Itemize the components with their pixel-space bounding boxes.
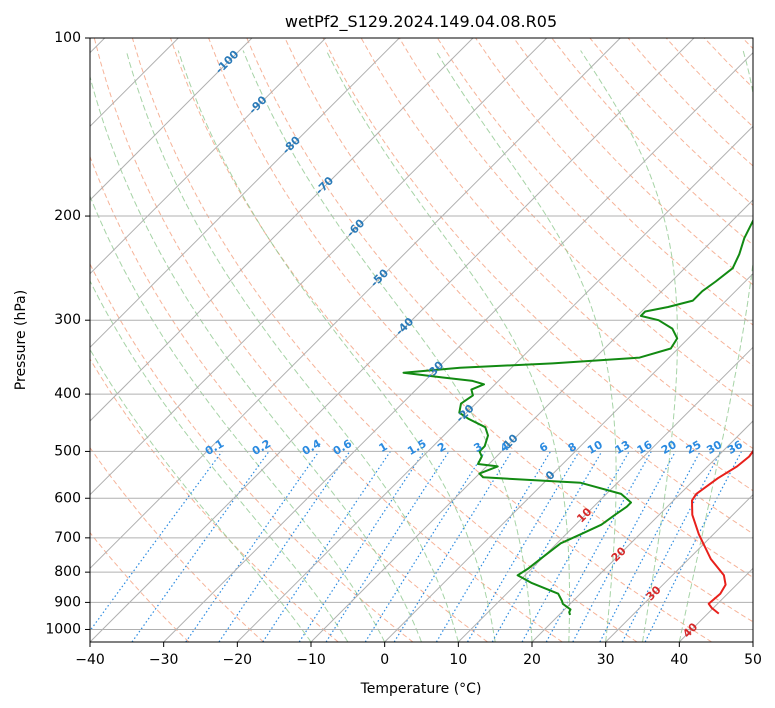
moist-adiabat-line (678, 50, 753, 642)
dry-adiabat-line (170, 38, 712, 642)
isotherm-line (310, 199, 753, 642)
isotherm-line (90, 38, 548, 496)
dry-adiabat-line (131, 38, 638, 642)
isotherm-line (163, 51, 753, 642)
x-axis-label: Temperature (°C) (360, 681, 482, 697)
x-tick-label: 10 (449, 652, 467, 668)
y-tick-label: 300 (54, 312, 81, 328)
x-tick-label: 20 (523, 652, 541, 668)
isotherm-line (384, 272, 753, 642)
x-tick-label: 30 (597, 652, 615, 668)
dry-adiabat-line (90, 446, 264, 642)
mixing-ratio-line (545, 451, 652, 642)
moist-adiabat-line (177, 50, 496, 642)
isotherm-line (90, 38, 253, 201)
x-tick-label: −20 (223, 652, 253, 668)
isotherm-line (90, 38, 400, 349)
dry-adiabat-line (322, 38, 753, 492)
moist-adiabat-line (90, 279, 349, 642)
moist-adiabat-line (242, 50, 533, 642)
mixing-ratio-line (572, 451, 677, 642)
mixing-ratio-line (298, 451, 425, 642)
moist-adiabat-line (90, 74, 422, 642)
mixing-ratio-line (325, 451, 450, 642)
moist-adiabat-line (125, 50, 459, 642)
dry-adiabat-line (90, 358, 339, 642)
y-tick-label: 600 (54, 490, 81, 506)
x-tick-label: −40 (75, 652, 105, 668)
y-tick-label: 800 (54, 564, 81, 580)
plot-frame (89, 37, 754, 643)
isotherm-line (605, 493, 753, 642)
y-tick-label: 500 (54, 443, 81, 459)
x-tick-label: 0 (380, 652, 389, 668)
y-tick-label: 700 (54, 530, 81, 546)
y-axis-label: Pressure (hPa) (13, 290, 29, 390)
y-tick-label: 200 (54, 208, 81, 224)
isotherm-line (90, 38, 327, 275)
chart-title: wetPf2_S129.2024.149.04.08.R05 (285, 12, 557, 32)
moist-adiabat-line (90, 194, 386, 642)
mixing-ratio-line (90, 451, 223, 632)
temperature-profile-line (691, 449, 753, 615)
isotherm-line (90, 38, 621, 570)
isotherm-line (236, 125, 753, 642)
y-tick-label: 900 (54, 594, 81, 610)
mixing-ratio-line (218, 451, 351, 642)
dry-adiabat-line (90, 531, 190, 642)
axis-ticks: −40 −30 −20 −10 0 10 20 30 40 50 100 200 300 400 500 60… (45, 30, 762, 668)
mixing-ratio-line (262, 451, 391, 642)
y-tick-label: 100 (54, 30, 81, 46)
isotherm-line (90, 38, 474, 422)
x-tick-label: 40 (670, 652, 688, 668)
dewpoint-profile-line (402, 218, 753, 616)
mixing-ratio-line (521, 451, 630, 642)
mixing-ratio-line (393, 451, 513, 642)
dry-adiabat-line (284, 38, 753, 535)
mixing-ratio-line (644, 451, 743, 642)
dry-adiabat-line (513, 38, 753, 286)
dry-adiabat-line (436, 38, 753, 367)
plot-area (90, 38, 753, 642)
dry-adiabat-line (246, 38, 753, 578)
x-tick-label: −10 (296, 652, 326, 668)
isotherm-line (457, 346, 753, 642)
isotherm-line (531, 420, 753, 642)
x-tick-label: −30 (149, 652, 179, 668)
x-tick-label: 50 (744, 652, 762, 668)
moist-adiabat-line (325, 50, 570, 642)
y-tick-label: 1000 (45, 621, 81, 637)
y-tick-label: 400 (54, 386, 81, 402)
dry-adiabat-line (360, 38, 753, 450)
mixing-ratio-line (621, 451, 722, 642)
moist-adiabat-line (435, 50, 617, 642)
dry-adiabat-line (208, 38, 753, 623)
isotherm-line (90, 38, 695, 642)
dry-adiabat-line (93, 38, 563, 642)
dry-adiabat-line (90, 155, 488, 642)
mixing-ratio-line (185, 451, 320, 642)
moist-adiabat-line (580, 50, 678, 642)
